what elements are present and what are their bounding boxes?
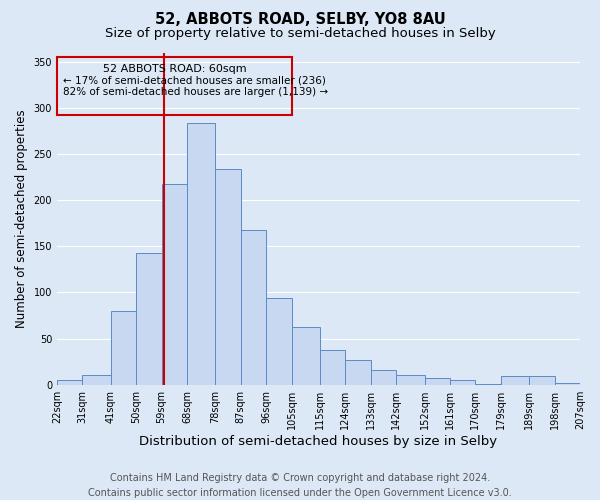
Text: 82% of semi-detached houses are larger (1,139) →: 82% of semi-detached houses are larger (… [62, 86, 328, 97]
Bar [82, 376, 111, 384]
Bar [266, 298, 292, 384]
Text: Contains HM Land Registry data © Crown copyright and database right 2024.
Contai: Contains HM Land Registry data © Crown c… [88, 472, 512, 498]
Text: 52 ABBOTS ROAD: 60sqm: 52 ABBOTS ROAD: 60sqm [103, 64, 246, 74]
X-axis label: Distribution of semi-detached houses by size in Selby: Distribution of semi-detached houses by … [139, 434, 497, 448]
Bar [501, 376, 529, 384]
Bar [346, 360, 371, 384]
Bar [187, 122, 215, 384]
Bar [425, 378, 450, 384]
Bar [554, 383, 580, 384]
Bar [136, 252, 161, 384]
Bar [450, 380, 475, 384]
Text: 52, ABBOTS ROAD, SELBY, YO8 8AU: 52, ABBOTS ROAD, SELBY, YO8 8AU [155, 12, 445, 28]
Bar [241, 230, 266, 384]
Bar [111, 311, 136, 384]
Text: Size of property relative to semi-detached houses in Selby: Size of property relative to semi-detach… [104, 28, 496, 40]
Bar [57, 380, 82, 384]
Bar [57, 57, 292, 116]
Bar [529, 376, 554, 384]
Bar [215, 169, 241, 384]
Bar [161, 184, 187, 384]
Bar [320, 350, 346, 384]
Text: ← 17% of semi-detached houses are smaller (236): ← 17% of semi-detached houses are smalle… [62, 76, 326, 86]
Bar [396, 374, 425, 384]
Bar [371, 370, 396, 384]
Y-axis label: Number of semi-detached properties: Number of semi-detached properties [15, 110, 28, 328]
Bar [292, 326, 320, 384]
